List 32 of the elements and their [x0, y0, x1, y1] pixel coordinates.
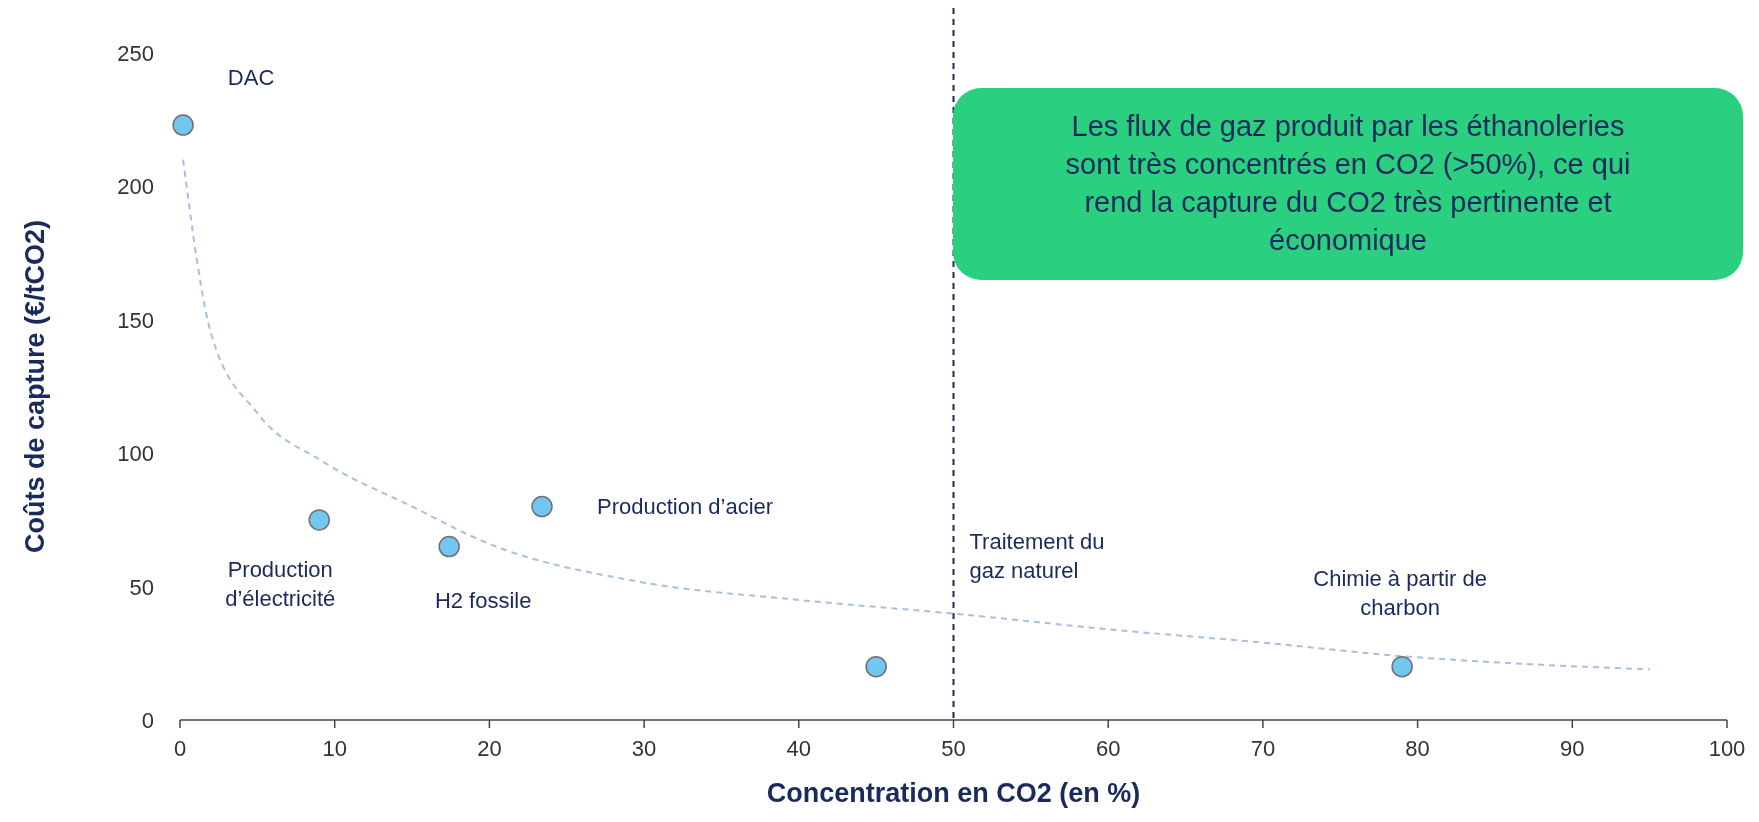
y-tick-label: 200 [117, 174, 154, 200]
x-tick-label: 100 [1708, 736, 1746, 761]
annotation: Traitement du gaz naturel [969, 528, 1105, 583]
x-tick-label: 80 [1405, 736, 1430, 761]
annotation: H2 fossile [434, 587, 532, 613]
annotation: Les flux de gaz produit par les éthanoleries sont très concentrés en CO2 (>50%), ce qui rend la capture du CO2 très pertinente et économique [1065, 110, 1631, 256]
annotation: Production d’électricité [225, 556, 336, 611]
x-tick-label: 0 [173, 736, 187, 761]
x-tick-label: 70 [1250, 736, 1276, 761]
annotation: DAC [227, 65, 275, 91]
x-tick-label: 30 [631, 736, 657, 761]
point [865, 655, 887, 678]
point [308, 509, 330, 531]
y-tick-label: 250 [117, 41, 154, 66]
annotation: Chimie à partir de charbon [1313, 565, 1487, 620]
y-axis-title: Coûts de capture (€/tCO2) [20, 219, 50, 554]
y-tick-label: 100 [117, 441, 154, 467]
x-tick-label: 20 [477, 736, 502, 761]
point [438, 535, 460, 558]
point [1391, 655, 1413, 678]
x-tick-label: 60 [1095, 736, 1121, 761]
point [172, 114, 194, 136]
x-axis-title: Concentration en CO2 (en %) [766, 778, 1141, 808]
annotation: Production d’acier [597, 493, 774, 519]
x-tick-label: 40 [786, 736, 812, 761]
x-tick-label: 50 [941, 736, 966, 761]
y-tick-label: 0 [141, 708, 154, 733]
x-tick-label: 10 [322, 736, 347, 761]
x-tick-label: 90 [1560, 736, 1585, 761]
y-tick-label: 150 [117, 307, 154, 333]
y-tick-label: 50 [129, 574, 154, 600]
point [531, 495, 553, 518]
